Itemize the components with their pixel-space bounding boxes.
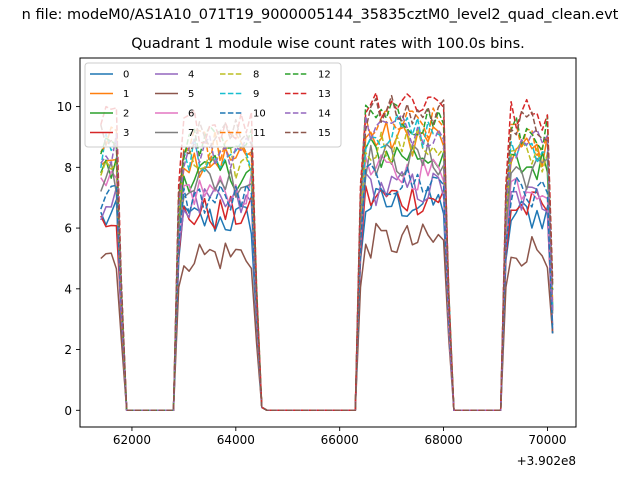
series-line-15: [100, 94, 554, 412]
legend-label-11: 11: [253, 128, 266, 139]
series-line-8: [100, 126, 554, 412]
series-line-0: [100, 185, 554, 412]
legend-label-1: 1: [123, 89, 129, 100]
plot-frame: [79, 57, 577, 428]
legend-label-14: 14: [318, 109, 331, 120]
series-line-2: [100, 137, 554, 412]
series-line-12: [100, 101, 554, 412]
x-tick-label-64000: 64000: [217, 433, 255, 447]
legend-label-9: 9: [253, 89, 259, 100]
series-line-1: [100, 120, 554, 412]
legend-label-4: 4: [188, 70, 194, 81]
series-line-5: [100, 222, 554, 412]
x-tick-label-68000: 68000: [424, 433, 462, 447]
legend-label-7: 7: [188, 128, 194, 139]
y-tick-label-10: 10: [57, 100, 72, 114]
y-tick-label-4: 4: [64, 282, 72, 296]
series-line-6: [100, 154, 554, 412]
y-tick-label-8: 8: [64, 161, 72, 175]
series-line-9: [100, 113, 554, 412]
legend-label-12: 12: [318, 70, 331, 81]
series-line-14: [100, 113, 554, 412]
figure-suptitle: n file: modeM0/AS1A10_071T19_9000005144_…: [21, 7, 619, 23]
x-tick-label-62000: 62000: [113, 433, 151, 447]
legend-label-13: 13: [318, 89, 331, 100]
series-line-7: [100, 142, 554, 412]
legend-label-10: 10: [253, 109, 266, 120]
series-line-3: [100, 185, 554, 412]
y-tick-label-0: 0: [64, 404, 72, 418]
chart-title: Quadrant 1 module wise count rates with …: [131, 36, 525, 52]
x-tick-label-66000: 66000: [321, 433, 359, 447]
legend-label-3: 3: [123, 128, 129, 139]
legend-label-8: 8: [253, 70, 259, 81]
series-line-10: [100, 163, 554, 412]
series-group: [100, 92, 554, 412]
x-tick-label-70000: 70000: [528, 433, 566, 447]
legend-label-6: 6: [188, 109, 194, 120]
legend-label-2: 2: [123, 109, 129, 120]
legend-frame: [84, 62, 342, 148]
legend-label-0: 0: [123, 70, 129, 81]
series-line-11: [100, 107, 554, 412]
x-offset-label: +3.902e8: [517, 454, 576, 468]
y-tick-label-6: 6: [64, 222, 72, 236]
legend-label-15: 15: [318, 128, 331, 139]
legend-label-5: 5: [188, 89, 194, 100]
y-tick-label-2: 2: [64, 343, 72, 357]
series-line-4: [100, 171, 554, 412]
